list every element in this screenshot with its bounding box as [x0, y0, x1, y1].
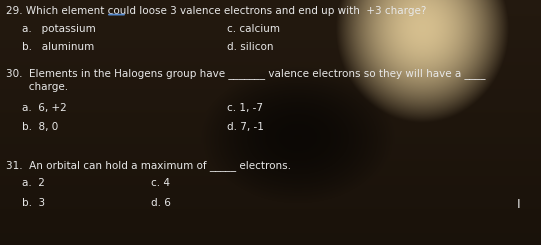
- Text: I: I: [517, 198, 520, 211]
- Text: charge.: charge.: [6, 82, 69, 92]
- Text: a.   potassium: a. potassium: [22, 24, 95, 34]
- Text: d. silicon: d. silicon: [227, 42, 274, 52]
- Text: c. calcium: c. calcium: [227, 24, 280, 34]
- Text: d. 6: d. 6: [151, 198, 171, 208]
- Text: 29. Which element could loose 3 valence electrons and end up with  +3 charge?: 29. Which element could loose 3 valence …: [6, 6, 427, 16]
- Text: c. 4: c. 4: [151, 178, 170, 188]
- Text: b.  8, 0: b. 8, 0: [22, 122, 58, 132]
- Text: d. 7, -1: d. 7, -1: [227, 122, 264, 132]
- Text: a.  2: a. 2: [22, 178, 44, 188]
- Text: 30.  Elements in the Halogens group have _______ valence electrons so they will : 30. Elements in the Halogens group have …: [6, 68, 486, 79]
- Text: c. 1, -7: c. 1, -7: [227, 103, 263, 113]
- Text: b.  3: b. 3: [22, 198, 45, 208]
- Text: a.  6, +2: a. 6, +2: [22, 103, 67, 113]
- Text: 31.  An orbital can hold a maximum of _____ electrons.: 31. An orbital can hold a maximum of ___…: [6, 160, 292, 171]
- Text: b.   aluminum: b. aluminum: [22, 42, 94, 52]
